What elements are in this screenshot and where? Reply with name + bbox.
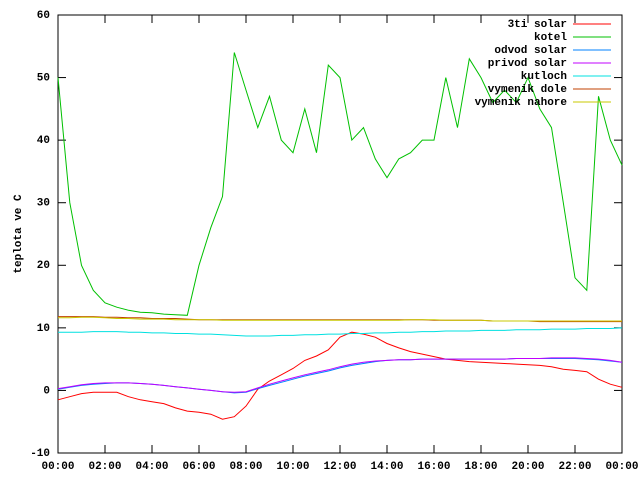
plot-border: [57, 14, 623, 454]
y-tick-label: 30: [37, 198, 50, 210]
series-line: [57, 331, 623, 420]
series-line: [58, 327, 623, 337]
series-line: [57, 358, 623, 394]
legend-label: kotel: [534, 32, 567, 44]
x-tick-label: 14:00: [370, 461, 403, 473]
legend-label: vymenik dole: [488, 84, 568, 96]
x-tick-label: 22:00: [558, 461, 591, 473]
x-tick-label: 18:00: [464, 461, 497, 473]
y-tick-label: 10: [37, 323, 50, 335]
series-line: [57, 357, 623, 393]
y-tick-label: -10: [30, 448, 50, 460]
y-tick-label: 0: [43, 385, 50, 397]
x-tick-label: 12:00: [323, 461, 356, 473]
y-tick-label: 50: [37, 72, 50, 84]
y-axis-label: teplota ve C: [13, 194, 25, 274]
y-tick-label: 60: [37, 10, 50, 22]
series-line: [57, 52, 623, 316]
legend-label: vymenik nahore: [475, 97, 568, 109]
legend-label: 3ti solar: [508, 19, 567, 31]
x-tick-label: 00:00: [41, 461, 74, 473]
x-tick-label: 10:00: [276, 461, 309, 473]
legend-label: odvod solar: [494, 45, 567, 57]
x-tick-label: 00:00: [605, 461, 638, 473]
x-tick-label: 04:00: [135, 461, 168, 473]
series-line: [58, 316, 622, 322]
y-tick-label: 40: [37, 135, 50, 147]
x-tick-label: 16:00: [417, 461, 450, 473]
x-tick-label: 08:00: [229, 461, 262, 473]
x-tick-label: 06:00: [182, 461, 215, 473]
x-tick-label: 20:00: [511, 461, 544, 473]
x-tick-label: 02:00: [88, 461, 121, 473]
legend-label: kutloch: [521, 71, 567, 83]
y-tick-label: 20: [37, 260, 50, 272]
legend-label: privod solar: [488, 58, 567, 70]
